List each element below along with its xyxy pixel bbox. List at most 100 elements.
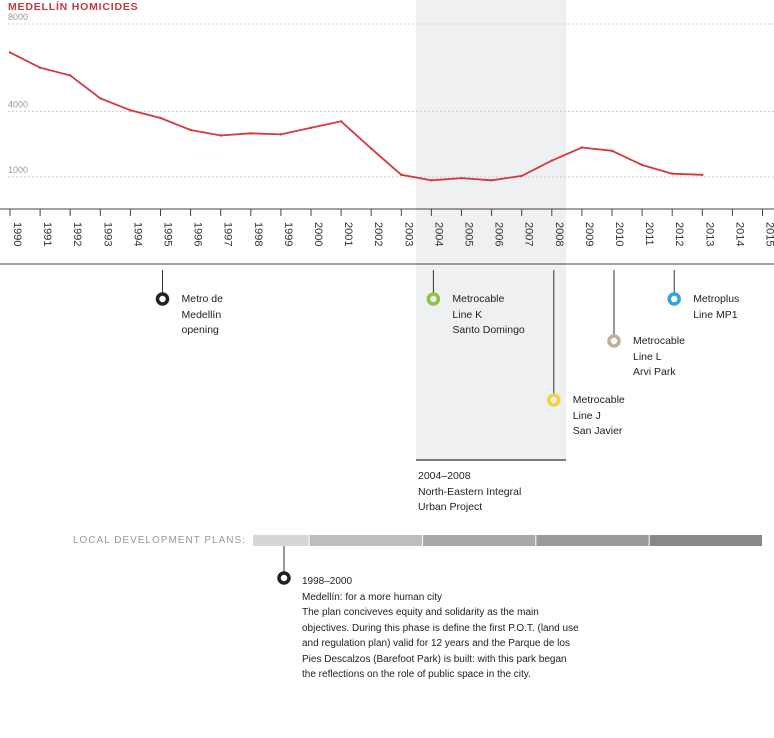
point-1997 bbox=[219, 134, 222, 137]
plan-detail-line-5: the reflections on the role of public sp… bbox=[302, 669, 531, 680]
x-tick-2012: 2012 bbox=[673, 222, 685, 246]
event-label-2008-line-1: Metrocable bbox=[572, 394, 625, 406]
event-label-2004-line-1: Metrocable bbox=[452, 293, 505, 305]
point-2005 bbox=[460, 176, 463, 180]
project-caption: 2004–2008 North-Eastern Integral Urban P… bbox=[418, 469, 521, 516]
plans-label: LOCAL DEVELOPMENT PLANS: bbox=[73, 535, 246, 546]
x-tick-2001: 2001 bbox=[342, 222, 354, 246]
plan-marker-dot bbox=[277, 571, 291, 585]
x-tick-2005: 2005 bbox=[463, 222, 475, 246]
x-tick-1995: 1995 bbox=[162, 222, 174, 246]
y-tick-labels: 1000 4000 8000 bbox=[8, 12, 28, 175]
event-label-2008-line-3: San Javier bbox=[572, 425, 623, 437]
event-marker-2008 bbox=[547, 393, 561, 407]
event-label-2004: Metrocable Line K Santo Domingo bbox=[452, 292, 524, 339]
x-tick-2000: 2000 bbox=[312, 222, 324, 246]
development-plans-bar bbox=[253, 535, 762, 546]
event-label-2012: Metroplus Line MP1 bbox=[693, 292, 739, 323]
plan-segment-5 bbox=[649, 535, 762, 546]
x-tick-1991: 1991 bbox=[41, 222, 53, 246]
plan-segment-2 bbox=[309, 535, 422, 546]
plan-segment-1 bbox=[253, 535, 309, 546]
x-tick-2002: 2002 bbox=[372, 222, 384, 246]
point-1990 bbox=[8, 51, 12, 54]
plan-detail-title: Medellín: for a more human city bbox=[302, 591, 443, 603]
point-1994 bbox=[129, 109, 132, 112]
plan-detail-marker bbox=[277, 546, 291, 585]
x-tick-2015: 2015 bbox=[764, 222, 774, 246]
event-label-2010-line-3: Arvi Park bbox=[633, 366, 676, 378]
x-tick-1997: 1997 bbox=[222, 222, 234, 246]
point-2002 bbox=[370, 147, 373, 150]
homicide-line bbox=[9, 51, 703, 182]
event-label-2008: Metrocable Line J San Javier bbox=[573, 393, 625, 440]
point-2008 bbox=[550, 159, 553, 162]
project-years: 2004–2008 bbox=[418, 470, 471, 482]
x-tick-1999: 1999 bbox=[282, 222, 294, 246]
y-tick-1000: 1000 bbox=[8, 165, 28, 175]
x-tick-1994: 1994 bbox=[131, 222, 143, 246]
event-label-2004-line-3: Santo Domingo bbox=[452, 324, 525, 336]
point-1991 bbox=[38, 66, 42, 69]
series-points bbox=[8, 51, 704, 182]
y-tick-4000: 4000 bbox=[8, 99, 28, 109]
point-2010 bbox=[610, 149, 614, 152]
event-marker-2004 bbox=[426, 292, 441, 306]
gridlines bbox=[8, 23, 774, 178]
event-marker-1995 bbox=[155, 292, 170, 306]
event-label-2010-line-1: Metrocable bbox=[633, 335, 685, 347]
event-label-2012-line-2: Line MP1 bbox=[693, 308, 738, 321]
plan-detail-years: 1998–2000 bbox=[302, 576, 353, 587]
point-2004 bbox=[430, 179, 433, 182]
point-2001 bbox=[339, 120, 343, 123]
point-2009 bbox=[580, 146, 584, 149]
x-axis: 1990 1991 1992 1993 1994 1995 1996 1997 1998 1999… bbox=[0, 208, 774, 265]
y-tick-8000: 8000 bbox=[8, 12, 28, 22]
point-1992 bbox=[69, 74, 72, 77]
project-name-line2: Urban Project bbox=[418, 501, 483, 513]
x-tick-2010: 2010 bbox=[613, 222, 625, 246]
event-label-2012-line-1: Metroplus bbox=[693, 293, 740, 305]
event-label-1995-line-3: opening bbox=[181, 324, 219, 336]
x-tick-2011: 2011 bbox=[643, 222, 655, 246]
x-tick-2014: 2014 bbox=[733, 222, 745, 246]
x-tick-2008: 2008 bbox=[553, 222, 565, 246]
event-label-1995: Metro de Medellín opening bbox=[182, 292, 223, 339]
plan-detail-line-2: objectives. During this phase is define … bbox=[302, 622, 579, 634]
point-2006 bbox=[490, 179, 493, 182]
point-1999 bbox=[279, 133, 283, 136]
point-2012 bbox=[671, 172, 674, 175]
x-tick-1996: 1996 bbox=[192, 222, 204, 246]
event-marker-2010 bbox=[607, 334, 621, 348]
event-label-2004-line-2: Line K bbox=[452, 308, 483, 321]
x-tick-1998: 1998 bbox=[252, 222, 264, 246]
event-label-1995-line-2: Medellín bbox=[181, 308, 222, 321]
point-1993 bbox=[99, 97, 102, 100]
point-2013 bbox=[701, 173, 704, 177]
event-label-2010: Metrocable Line L Arvi Park bbox=[633, 334, 685, 381]
x-tick-1990: 1990 bbox=[11, 222, 23, 246]
point-1996 bbox=[189, 128, 192, 132]
event-marker-2012 bbox=[667, 292, 681, 306]
x-tick-1993: 1993 bbox=[101, 222, 113, 246]
x-tick-2003: 2003 bbox=[402, 222, 414, 246]
project-name-line1: North-Eastern Integral bbox=[418, 485, 522, 498]
x-tick-2004: 2004 bbox=[432, 222, 444, 246]
timeline-events bbox=[155, 270, 681, 407]
point-1998 bbox=[249, 132, 252, 135]
x-tick-2006: 2006 bbox=[493, 222, 505, 246]
chart-title: MEDELLÍN HOMICIDES bbox=[8, 0, 138, 13]
point-2003 bbox=[400, 173, 403, 177]
x-tick-1992: 1992 bbox=[71, 222, 83, 246]
point-1995 bbox=[159, 116, 162, 120]
point-2000 bbox=[309, 126, 313, 130]
event-label-2008-line-2: Line J bbox=[572, 409, 601, 422]
plan-detail-line-1: The plan conciveves equity and solidarit… bbox=[302, 607, 539, 618]
plan-segment-3 bbox=[423, 535, 536, 546]
plan-detail-line-3: and regulation plan) valid for 12 years … bbox=[302, 638, 570, 649]
event-label-1995-line-1: Metro de bbox=[181, 293, 223, 305]
plan-detail-line-4: Pies Descalzos (Barefoot Park) is built:… bbox=[302, 653, 567, 665]
point-2011 bbox=[640, 163, 644, 167]
x-tick-2013: 2013 bbox=[703, 222, 715, 246]
